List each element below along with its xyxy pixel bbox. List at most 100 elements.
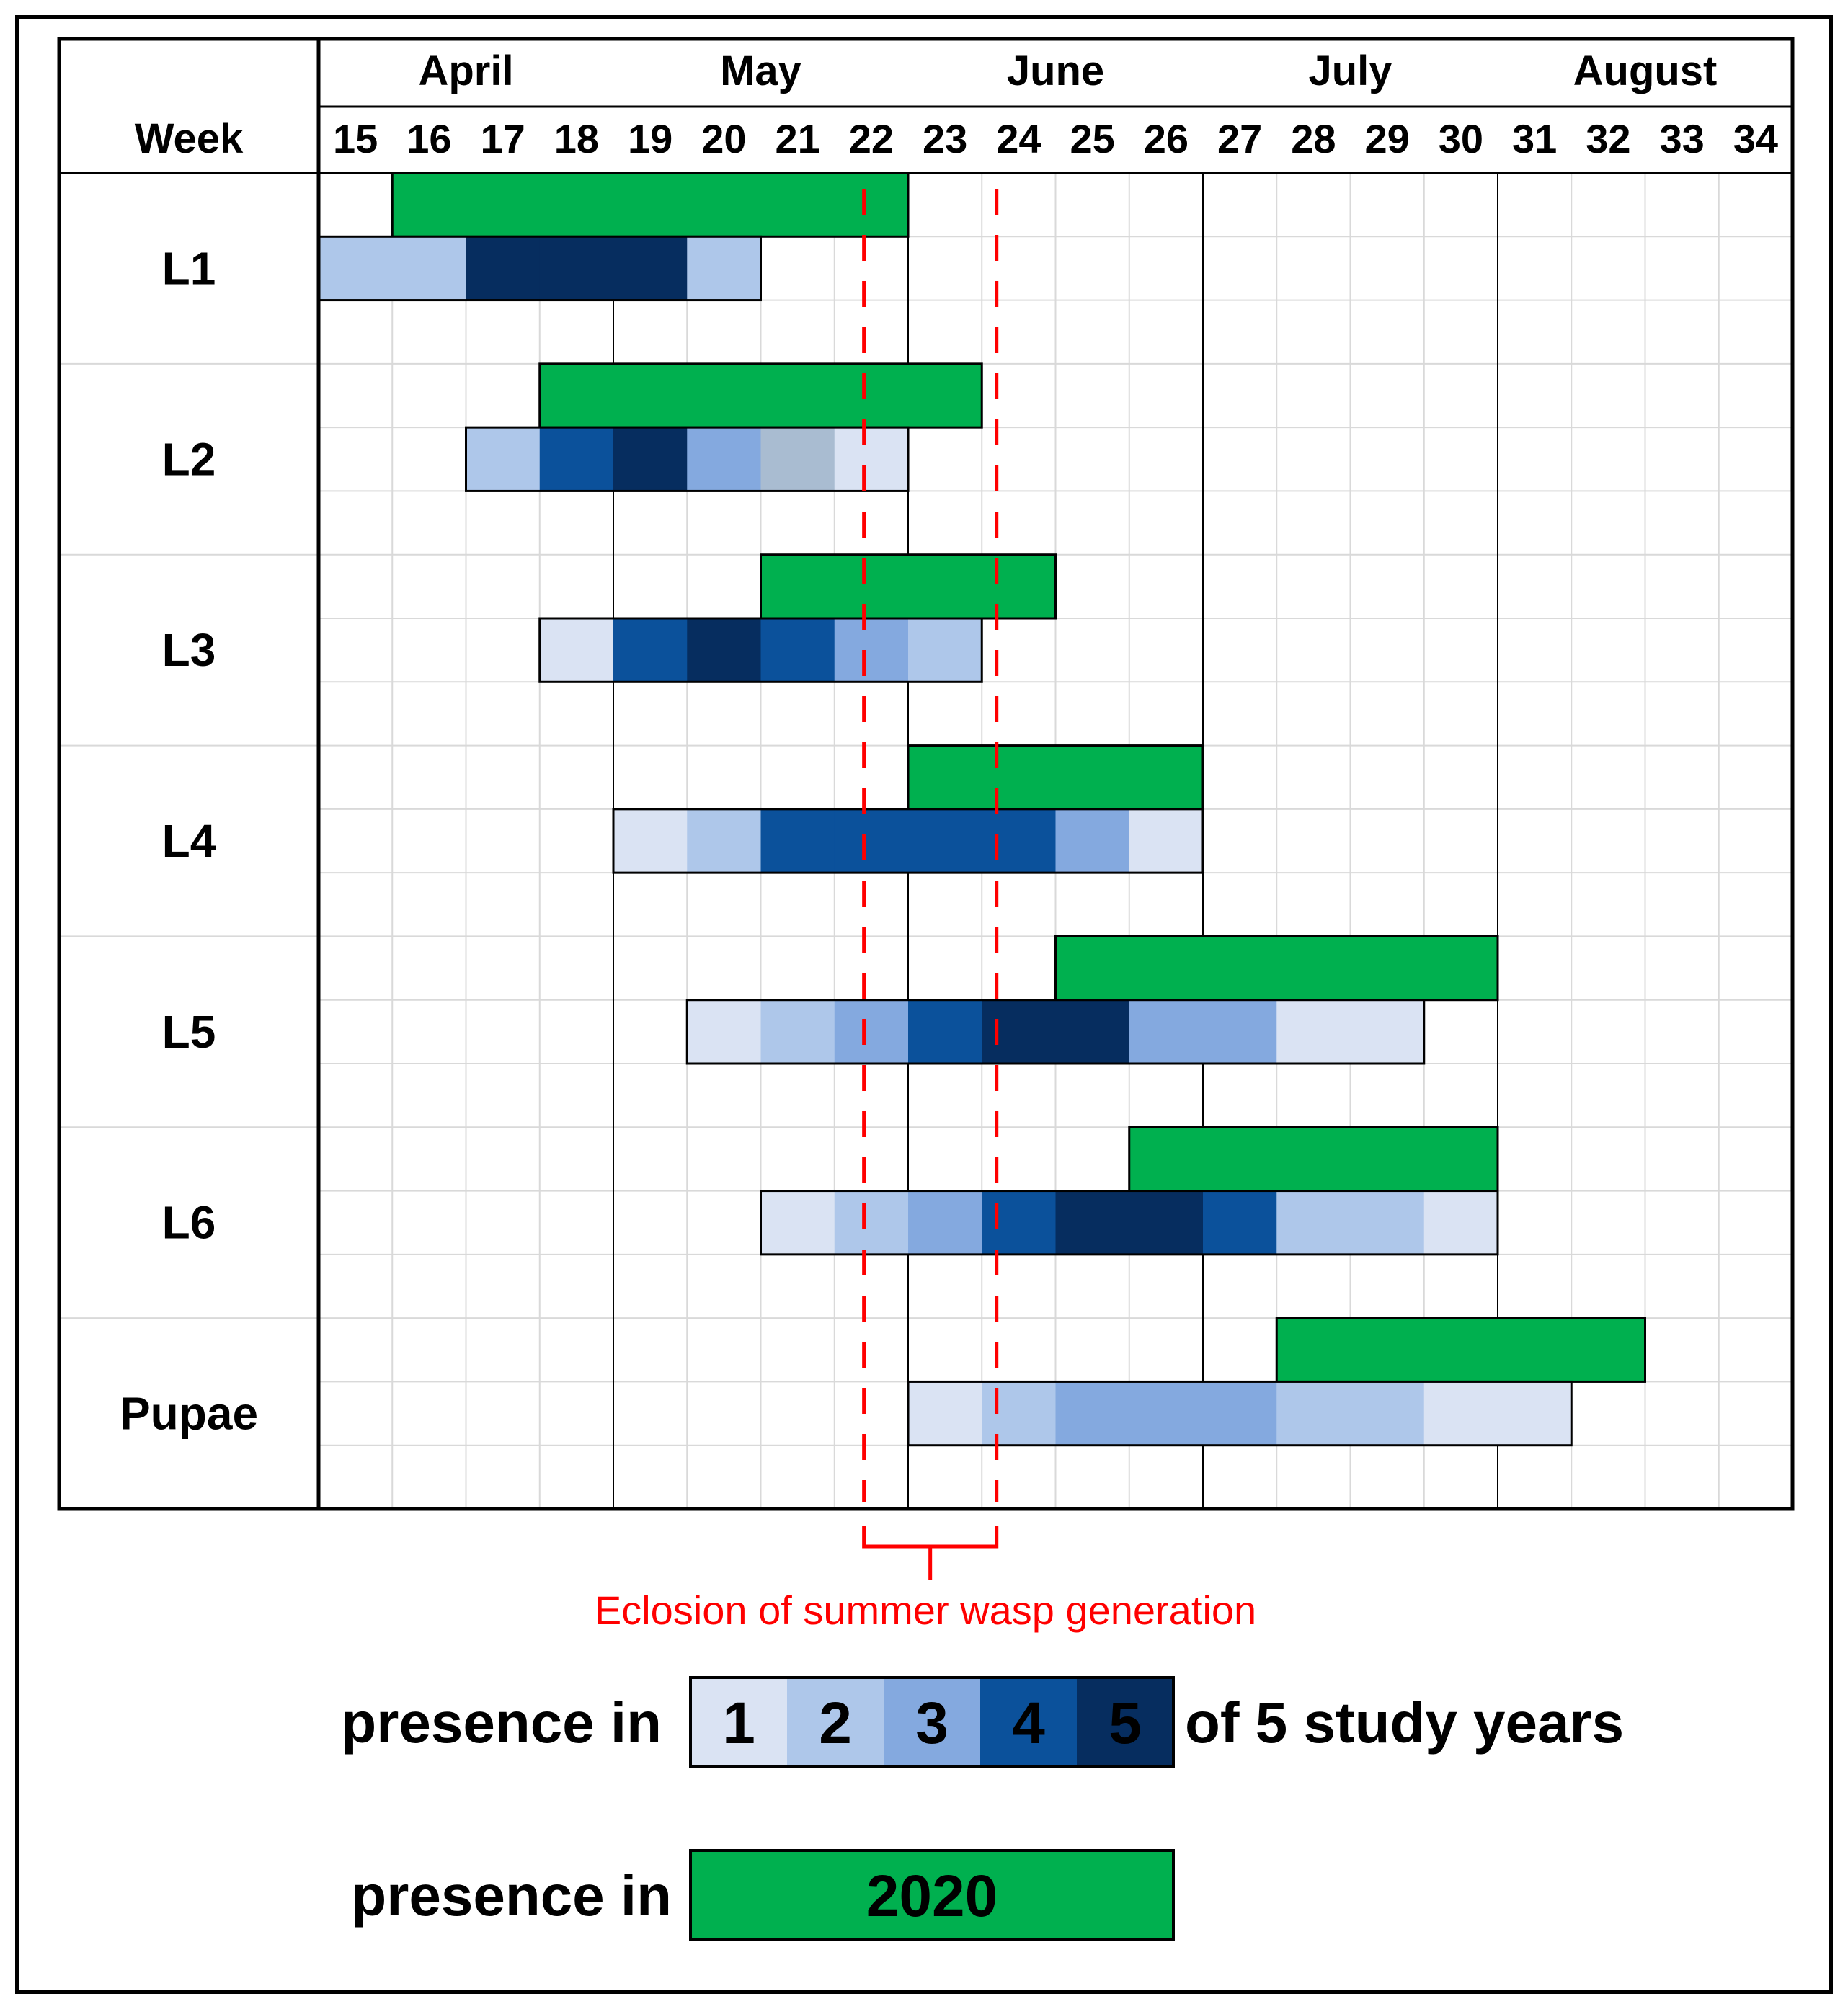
week-tick-label: 17 [480,116,525,161]
week-tick-label: 21 [775,116,819,161]
presence-years-cell [760,618,835,682]
legend-years-suffix: of 5 study years [1185,1690,1624,1755]
presence-years-cell [982,999,1056,1064]
legend-years-swatch [980,1678,1078,1767]
legend-years-swatch [1077,1678,1174,1767]
table-border [57,37,1795,1511]
legend-years-prefix: presence in [341,1690,662,1755]
frame-layer [57,37,1795,1511]
legend-years-value: 2 [819,1690,852,1756]
legend-layer: presence in of 5 study years presence in… [341,1676,1624,1941]
presence-years-cell [1350,1381,1425,1446]
month-label: June [1007,48,1104,94]
presence-2020-bar [538,362,983,429]
legend-years-value: 3 [915,1690,949,1756]
presence-years-cell [1055,1190,1130,1255]
legend-years-outline [689,1676,1175,1768]
legend-2020-label: 2020 [866,1863,998,1929]
presence-years-cell [1423,1381,1498,1446]
week-tick-label: 23 [923,116,967,161]
labels-layer: Week L1 L2 L3 L4 L5 L6 Pupae April May June July Au… [120,48,1778,1440]
month-label: April [418,48,513,94]
eclosion-layer: Eclosion of summer wasp generation [595,189,1256,1633]
presence-years-cell [834,999,909,1064]
stage-label: Pupae [120,1388,258,1440]
week-tick-label: 28 [1291,116,1336,161]
presence-years-cell [834,427,909,491]
week-tick-label: 25 [1070,116,1114,161]
presence-years-outline [465,426,910,492]
presence-years-cell [834,1190,909,1255]
presence-years-cell [1129,1381,1204,1446]
week-tick-label: 27 [1217,116,1262,161]
presence-years-cell [539,427,614,491]
presence-2020-bar [1128,1126,1499,1193]
presence-years-cell [1129,808,1204,873]
stage-label: L4 [162,815,216,867]
presence-years-cell [466,427,541,491]
presence-years-cell [1129,1190,1204,1255]
presence-years-cell [1203,1381,1277,1446]
presence-years-cell [760,1190,835,1255]
presence-2020-bar [1054,935,1499,1002]
presence-years-cell [834,618,909,682]
presence-years-cell [834,808,909,873]
stage-label: L5 [162,1006,216,1058]
stage-label: L3 [162,624,216,676]
presence-years-cell [1055,1381,1130,1446]
stage-label: L2 [162,433,216,485]
presence-2020-bar [760,553,1057,620]
bars-layer [317,172,1646,1447]
presence-years-cell [1203,1190,1277,1255]
presence-years-cell [1203,999,1277,1064]
legend-years-swatch [884,1678,981,1767]
presence-years-cell [1276,1381,1351,1446]
presence-years-cell [908,1381,982,1446]
legend-2020-prefix: presence in [351,1863,672,1928]
presence-years-cell [908,618,982,682]
presence-years-cell [760,808,835,873]
presence-years-cell [908,999,982,1064]
presence-years-cell [1423,1190,1498,1255]
presence-years-outline [612,808,1204,874]
presence-years-cell [613,618,688,682]
presence-years-cell [1276,999,1351,1064]
week-tick-label: 20 [701,116,746,161]
presence-years-cell [760,427,835,491]
week-tick-label: 18 [554,116,599,161]
month-label: August [1573,48,1718,94]
presence-years-cell [1055,808,1130,873]
week-tick-label: 34 [1733,116,1778,161]
presence-2020-bar [1275,1317,1646,1383]
week-tick-label: 15 [333,116,378,161]
week-tick-label: 16 [407,116,451,161]
presence-years-cell [613,427,688,491]
legend-years-swatch [787,1678,884,1767]
presence-years-cell [392,236,466,300]
presence-years-cell [1350,999,1425,1064]
presence-years-cell [1055,999,1130,1064]
month-label: May [720,48,801,94]
legend-years-value: 1 [722,1690,755,1756]
presence-years-cell [982,1381,1056,1446]
presence-years-outline [538,617,983,683]
presence-years-cell [466,236,541,300]
presence-years-cell [687,808,761,873]
stage-label: L6 [162,1197,216,1249]
presence-years-outline [907,1380,1573,1447]
presence-years-cell [687,999,761,1064]
presence-years-outline [760,1190,1499,1256]
presence-years-cell [908,808,982,873]
header-week-label: Week [135,115,244,162]
presence-years-outline [685,999,1426,1065]
week-tick-label: 19 [628,116,672,161]
legend-years-swatch [690,1678,788,1767]
week-tick-label: 31 [1512,116,1557,161]
presence-years-cell [613,236,688,300]
presence-years-cell [982,808,1056,873]
legend-2020-swatch [689,1849,1175,1941]
week-tick-label: 26 [1144,116,1189,161]
presence-2020-bar [391,172,910,238]
legend-years-value: 4 [1012,1690,1045,1756]
week-tick-label: 33 [1659,116,1704,161]
